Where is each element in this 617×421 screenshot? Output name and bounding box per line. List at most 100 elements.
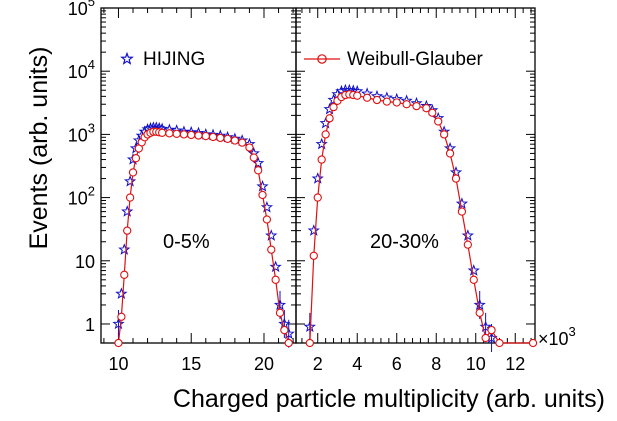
weibull-glauber-point [131,154,141,163]
y-tick-label: 1 [85,315,95,335]
weibull-glauber-point [249,153,258,162]
weibull-glauber-point [382,97,392,106]
weibull-glauber-point [187,130,196,140]
y-tick-label-exponent: 3 [88,120,95,135]
y-tick-label: 102 [68,184,95,209]
x-tick-label: 6 [392,354,402,374]
weibull-glauber-point [372,95,382,105]
y-tick-label-base: 10 [68,62,88,82]
x-tick-label: 20 [254,354,274,374]
x-tick-label: 15 [181,354,201,374]
weibull-glauber-line [309,93,534,344]
panel-2-frame [295,7,536,344]
weibull-glauber-point [313,193,322,202]
weibull-glauber-point [325,114,334,123]
weibull-glauber-point [362,93,372,102]
weibull-glauber-point [495,338,504,348]
hijing-point [265,229,278,241]
x-axis-multiplier-exponent: 3 [569,324,576,339]
weibull-glauber-point [434,117,443,126]
legend-hijing-label: HIJING [143,49,205,70]
weibull-glauber-point [309,251,318,260]
y-tick-label: 104 [68,57,95,82]
weibull-glauber-point [528,338,538,348]
weibull-glauber-point [245,143,254,152]
legend-weibull-glauber-label: Weibull-Glauber [347,49,484,70]
weibull-glauber-point [258,190,267,200]
y-tick-label-exponent: 2 [88,184,95,199]
x-tick-label: 8 [431,354,441,374]
weibull-glauber-point [392,98,401,107]
x-axis-multiplier-base: ×10 [538,329,569,349]
hijing-point [112,317,125,330]
weibull-glauber-point [275,308,285,317]
panel-1-x-axis-ticks: 10 15 20 [103,8,294,374]
hijing-point [311,172,324,184]
weibull-glauber-point [321,130,330,139]
hijing-point [123,175,137,187]
y-axis-title: Events (arb. units) [25,47,53,250]
panel-2-x-axis-ticks: 2 4 6 8 10 12 [301,8,532,374]
weibull-glauber-point [157,128,167,137]
legend-weibull-glauber-marker [317,54,327,64]
y-tick-label: 103 [68,120,95,145]
hijing-point [315,137,328,150]
y-tick-label-base: 10 [68,189,88,209]
weibull-glauber-point [267,245,276,254]
weibull-glauber-point [305,338,314,348]
weibull-glauber-point [123,226,132,235]
weibull-glauber-point [329,102,338,112]
x-tick-label: 2 [313,354,323,374]
panel-2-label: 20-30% [370,231,439,253]
x-tick-label: 10 [108,354,128,374]
weibull-glauber-point [223,134,232,144]
weibull-glauber-point [114,338,123,348]
hijing-point [269,260,282,273]
weibull-glauber-point [284,338,293,348]
weibull-glauber-point [402,100,411,109]
legend-weibull-glauber: Weibull-Glauber [304,49,484,70]
weibull-glauber-point [439,130,449,139]
weibull-glauber-point [475,308,484,317]
weibull-glauber-point [208,132,218,142]
hijing-point [273,298,287,311]
x-axis-multiplier: ×103 [538,324,576,349]
weibull-glauber-point [428,108,437,117]
weibull-glauber-point [271,275,280,284]
hijing-point [121,205,134,217]
weibull-glauber-point [230,136,240,145]
hijing-point [256,180,269,192]
weibull-glauber-point [172,129,181,138]
hijing-point [118,243,131,255]
weibull-glauber-point [451,174,461,183]
legend-hijing-marker [120,51,134,65]
weibull-glauber-point [463,240,472,249]
hijing-point [455,197,469,209]
hijing-point [307,224,320,236]
hijing-point [473,298,486,311]
weibull-glauber-point [481,333,490,343]
y-tick-label: 10 [75,252,95,272]
y-tick-label-base: 1 [85,315,95,335]
hijing-point [461,229,474,241]
x-axis-title: Charged particle multiplicity (arb. unit… [173,385,605,413]
hijing-point [467,264,480,276]
weibull-glauber-point [194,131,203,140]
weibull-glauber-point [469,275,478,284]
hijing-point [303,320,316,333]
hijing-point [115,287,128,300]
y-tick-label-base: 10 [75,252,95,272]
y-tick-label-base: 10 [68,0,88,19]
weibull-glauber-point [238,138,247,147]
panel-1-series [112,121,295,348]
x-tick-label: 12 [505,354,525,374]
panel-1-label: 0-5% [163,231,210,253]
weibull-glauber-point [412,101,421,111]
weibull-glauber-point [216,133,225,143]
weibull-glauber-point [353,91,362,100]
weibull-glauber-point [125,193,135,202]
weibull-glauber-point [262,215,272,224]
x-tick-label: 4 [352,354,362,374]
